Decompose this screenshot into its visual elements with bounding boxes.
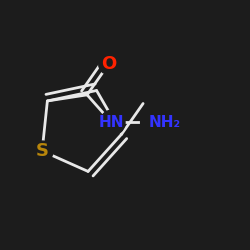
Text: O: O [101,55,116,73]
Text: HN: HN [99,115,124,130]
Text: NH₂: NH₂ [148,115,180,130]
Text: S: S [36,142,49,160]
